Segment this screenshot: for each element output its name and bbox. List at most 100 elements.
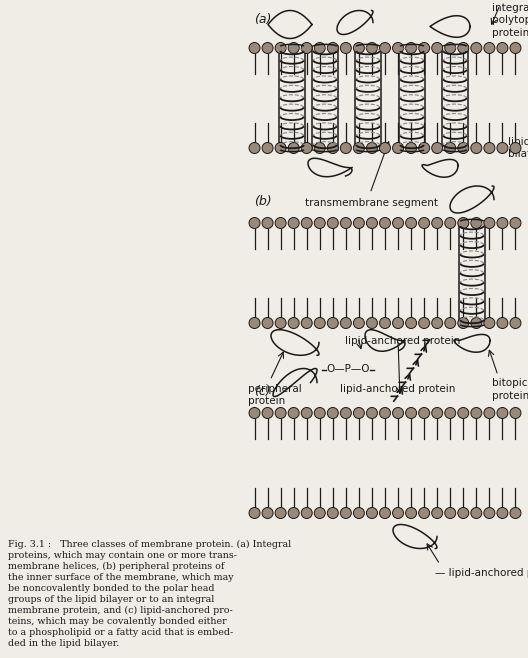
Circle shape: [262, 407, 273, 418]
Circle shape: [353, 218, 364, 228]
Circle shape: [445, 143, 456, 153]
Circle shape: [458, 43, 469, 53]
Circle shape: [432, 318, 442, 328]
Circle shape: [341, 143, 351, 153]
Circle shape: [314, 407, 325, 418]
Circle shape: [432, 43, 442, 53]
Circle shape: [471, 407, 482, 418]
Circle shape: [341, 218, 351, 228]
Circle shape: [497, 143, 508, 153]
Circle shape: [249, 318, 260, 328]
Circle shape: [484, 143, 495, 153]
Circle shape: [471, 218, 482, 228]
Circle shape: [301, 218, 312, 228]
Circle shape: [445, 407, 456, 418]
Circle shape: [432, 407, 442, 418]
Circle shape: [262, 507, 273, 519]
Circle shape: [392, 143, 403, 153]
Circle shape: [497, 407, 508, 418]
Text: the inner surface of the membrane, which may: the inner surface of the membrane, which…: [8, 573, 233, 582]
Circle shape: [341, 318, 351, 328]
Circle shape: [406, 407, 417, 418]
Circle shape: [341, 43, 351, 53]
Circle shape: [392, 318, 403, 328]
Circle shape: [314, 507, 325, 519]
Circle shape: [406, 507, 417, 519]
Circle shape: [249, 218, 260, 228]
Circle shape: [392, 407, 403, 418]
Circle shape: [353, 43, 364, 53]
Circle shape: [288, 218, 299, 228]
Circle shape: [380, 143, 391, 153]
Text: membrane helices, (b) peripheral proteins of: membrane helices, (b) peripheral protein…: [8, 562, 224, 571]
Circle shape: [327, 318, 338, 328]
Circle shape: [275, 407, 286, 418]
Circle shape: [366, 318, 378, 328]
Text: O—P—O: O—P—O: [326, 365, 370, 374]
Circle shape: [419, 218, 430, 228]
Circle shape: [366, 143, 378, 153]
Text: teins, which may be covalently bonded either: teins, which may be covalently bonded ei…: [8, 617, 227, 626]
Circle shape: [327, 407, 338, 418]
Text: bitopic
protein: bitopic protein: [492, 378, 528, 401]
Circle shape: [288, 143, 299, 153]
Text: transmembrane segment: transmembrane segment: [305, 199, 438, 209]
Circle shape: [275, 318, 286, 328]
Text: (b): (b): [254, 195, 271, 208]
Circle shape: [341, 507, 351, 519]
Text: Fig. 3.1 :   Three classes of membrane protein. (a) Integral: Fig. 3.1 : Three classes of membrane pro…: [8, 540, 291, 549]
Circle shape: [249, 43, 260, 53]
Text: ded in the lipid bilayer.: ded in the lipid bilayer.: [8, 639, 119, 648]
Circle shape: [484, 507, 495, 519]
Circle shape: [249, 407, 260, 418]
Circle shape: [353, 507, 364, 519]
Circle shape: [249, 143, 260, 153]
Text: lipid-
bilayer: lipid- bilayer: [508, 137, 528, 159]
Circle shape: [458, 143, 469, 153]
Circle shape: [445, 507, 456, 519]
Circle shape: [314, 143, 325, 153]
Circle shape: [380, 318, 391, 328]
Circle shape: [432, 143, 442, 153]
Circle shape: [301, 407, 312, 418]
Circle shape: [262, 318, 273, 328]
Circle shape: [288, 507, 299, 519]
Circle shape: [471, 43, 482, 53]
Text: membrane protein, and (c) lipid-anchored pro-: membrane protein, and (c) lipid-anchored…: [8, 606, 233, 615]
Circle shape: [510, 43, 521, 53]
Circle shape: [366, 218, 378, 228]
Circle shape: [510, 218, 521, 228]
Text: (c): (c): [254, 385, 271, 398]
Circle shape: [406, 218, 417, 228]
Text: be noncovalently bonded to the polar head: be noncovalently bonded to the polar hea…: [8, 584, 214, 593]
Circle shape: [419, 407, 430, 418]
Circle shape: [445, 318, 456, 328]
Circle shape: [406, 43, 417, 53]
Circle shape: [314, 218, 325, 228]
Circle shape: [445, 43, 456, 53]
Circle shape: [497, 318, 508, 328]
Text: lipid-anchored protein: lipid-anchored protein: [345, 336, 460, 345]
Circle shape: [471, 318, 482, 328]
Circle shape: [510, 143, 521, 153]
Circle shape: [327, 143, 338, 153]
Circle shape: [249, 507, 260, 519]
Circle shape: [497, 507, 508, 519]
Circle shape: [392, 43, 403, 53]
Circle shape: [484, 43, 495, 53]
Circle shape: [406, 318, 417, 328]
Circle shape: [366, 507, 378, 519]
Text: to a phospholipid or a fatty acid that is embed-: to a phospholipid or a fatty acid that i…: [8, 628, 233, 637]
Circle shape: [458, 507, 469, 519]
Circle shape: [301, 143, 312, 153]
Circle shape: [380, 218, 391, 228]
Circle shape: [432, 218, 442, 228]
Circle shape: [366, 43, 378, 53]
Circle shape: [288, 43, 299, 53]
Circle shape: [432, 507, 442, 519]
Text: integral
polytopic
protein: integral polytopic protein: [492, 3, 528, 38]
Circle shape: [353, 318, 364, 328]
Circle shape: [510, 507, 521, 519]
Circle shape: [288, 318, 299, 328]
Text: groups of the lipid bilayer or to an integral: groups of the lipid bilayer or to an int…: [8, 595, 214, 604]
